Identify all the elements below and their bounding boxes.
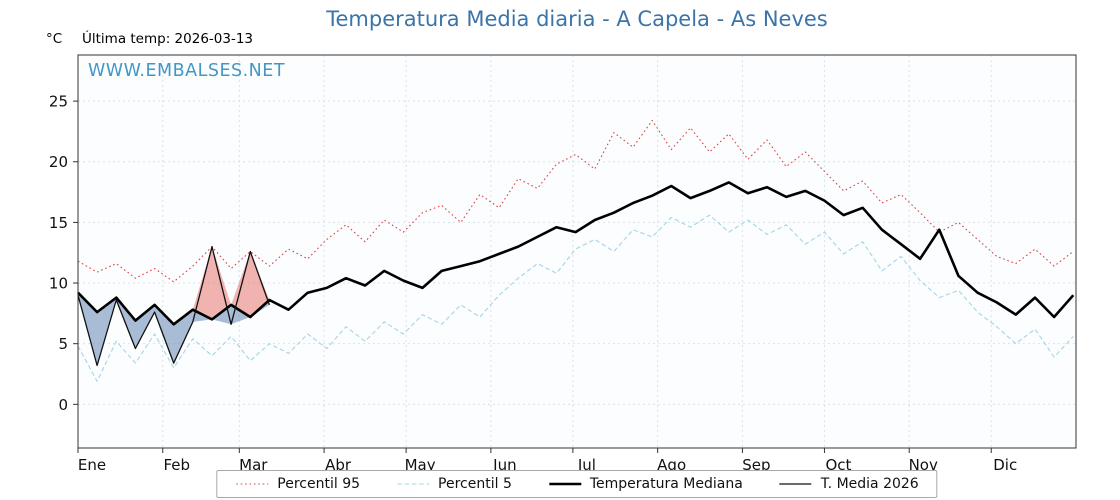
legend-swatch-0 bbox=[236, 483, 269, 485]
y-tick-label: 0 bbox=[58, 396, 68, 414]
x-tick-label: Oct bbox=[825, 456, 851, 474]
series-line-2 bbox=[77, 181, 1075, 326]
legend-label-2: Temperatura Mediana bbox=[589, 476, 743, 492]
legend: Percentil 95 Percentil 5 Temperatura Media… bbox=[216, 470, 938, 498]
legend-label-3: T. Media 2026 bbox=[820, 476, 919, 492]
x-tick-label: Ago bbox=[657, 456, 686, 474]
x-tick-label: Sep bbox=[742, 456, 770, 474]
x-tick-label: Jul bbox=[577, 456, 596, 474]
y-axis-unit-label: °C bbox=[46, 31, 63, 47]
y-tick-label: 25 bbox=[49, 93, 68, 111]
x-tick-label: May bbox=[405, 456, 436, 474]
x-tick-label: Nov bbox=[909, 456, 938, 474]
y-tick-label: 5 bbox=[58, 335, 68, 353]
legend-swatch-3 bbox=[779, 483, 812, 485]
legend-item-2: Temperatura Mediana bbox=[548, 476, 743, 492]
chart-title: Temperatura Media diaria - A Capela - As… bbox=[326, 7, 828, 31]
fill-above-median bbox=[78, 246, 270, 325]
series-line-1 bbox=[77, 214, 1074, 382]
axes-frame bbox=[77, 54, 1077, 449]
last-temp-label: Última temp: 2026-03-13 bbox=[82, 31, 254, 47]
watermark: WWW.EMBALSES.NET bbox=[88, 61, 286, 81]
legend-item-3: T. Media 2026 bbox=[779, 476, 919, 492]
x-tick-label: Abr bbox=[325, 456, 352, 474]
series-line-3 bbox=[77, 245, 271, 367]
y-tick-label: 10 bbox=[49, 275, 68, 293]
legend-swatch-1 bbox=[397, 483, 430, 485]
x-tick-label: Jun bbox=[492, 456, 516, 474]
legend-swatch-2 bbox=[548, 482, 581, 486]
legend-label-1: Percentil 5 bbox=[438, 476, 512, 492]
legend-item-0: Percentil 95 bbox=[235, 476, 360, 492]
x-tick-label: Ene bbox=[78, 456, 106, 474]
y-tick-label: 15 bbox=[49, 214, 68, 232]
x-tick-label: Dic bbox=[993, 456, 1017, 474]
legend-label-0: Percentil 95 bbox=[277, 476, 361, 492]
y-tick-label: 20 bbox=[49, 153, 68, 171]
x-tick-label: Mar bbox=[239, 456, 268, 474]
x-tick-label: Feb bbox=[163, 456, 190, 474]
legend-item-1: Percentil 5 bbox=[396, 476, 512, 492]
